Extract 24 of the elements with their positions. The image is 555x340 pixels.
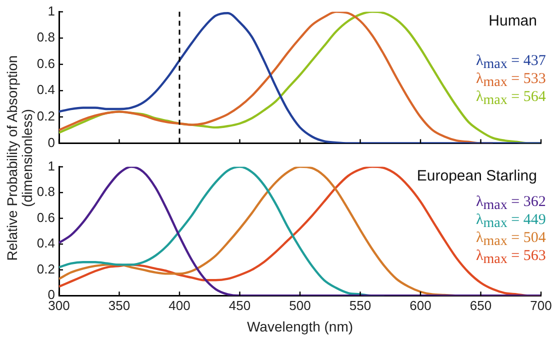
y-tick-label: 0.8	[36, 30, 55, 45]
x-tick-label: 600	[410, 298, 432, 313]
x-tick-label: 400	[168, 298, 190, 313]
y-tick-label: 1	[48, 158, 55, 174]
chart-title: Human	[488, 12, 537, 30]
y-tick-label: 0.2	[36, 261, 55, 276]
y-tick-label: 1	[48, 3, 55, 18]
x-tick-label: 350	[108, 298, 130, 313]
y-tick-label: 0.6	[36, 56, 55, 71]
y-tick-label: 0.2	[36, 108, 55, 124]
y-tick-label: 0.4	[36, 82, 55, 98]
x-tick-label: 550	[349, 298, 372, 313]
y-tick-label: 0.6	[36, 210, 55, 225]
x-tick-label: 300	[48, 298, 70, 313]
x-axis-title: Wavelength (nm)	[246, 318, 354, 334]
x-tick-label: 650	[470, 298, 492, 313]
y-tick-label: 0.8	[36, 184, 55, 200]
x-tick-label: 700	[530, 298, 552, 313]
y-tick-label: 0	[48, 134, 55, 150]
x-tick-label: 500	[289, 298, 311, 313]
chart-title: European Starling	[416, 167, 537, 184]
y-axis-title: Relative Probability of Absorption (dimensionless)	[4, 54, 35, 263]
x-tick-label: 450	[228, 298, 251, 313]
y-tick-label: 0.4	[36, 236, 55, 251]
